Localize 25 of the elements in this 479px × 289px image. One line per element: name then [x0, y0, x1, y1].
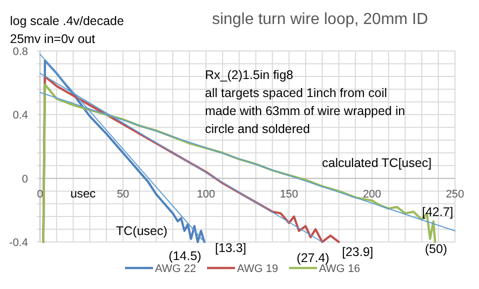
text: (27.4) — [296, 251, 330, 265]
legend-label: AWG 22 — [155, 263, 196, 275]
annotation: TC(usec) — [116, 224, 168, 238]
text: 25mv in=0v out — [10, 32, 96, 46]
x-tick-label: 100 — [196, 188, 216, 200]
chart-title: single turn wire loop, 20mm ID — [212, 11, 428, 28]
legend-label: AWG 19 — [237, 263, 278, 275]
x-tick-label: 200 — [362, 188, 382, 200]
legend-label: AWG 16 — [319, 263, 360, 275]
x-tick-label: 250 — [446, 188, 464, 200]
text: (14.5) — [168, 249, 202, 263]
text: [23.9] — [342, 245, 374, 259]
y-tick-label: 0.4 — [12, 110, 28, 122]
annotation: (50) — [424, 242, 448, 256]
x-axis-title: usec — [70, 186, 96, 200]
x-tick-label: 150 — [280, 188, 298, 200]
annotation: [42.7] — [422, 205, 454, 219]
text: log scale .4v/decade — [10, 14, 124, 28]
annotation: calculated TC[usec] — [322, 156, 432, 170]
x-tick-label: 50 — [116, 188, 130, 200]
annotation: Rx_(2)1.5in fig8 all targets spaced 1inch from coil made with 63mm of wire wrapped in circle and soldered — [205, 68, 406, 136]
y-tick-label: -0.4 — [9, 237, 28, 249]
annotation: [13.3] — [215, 241, 246, 255]
y-tick-label: 0 — [22, 173, 28, 186]
y-tick-label: 0.8 — [12, 46, 28, 58]
